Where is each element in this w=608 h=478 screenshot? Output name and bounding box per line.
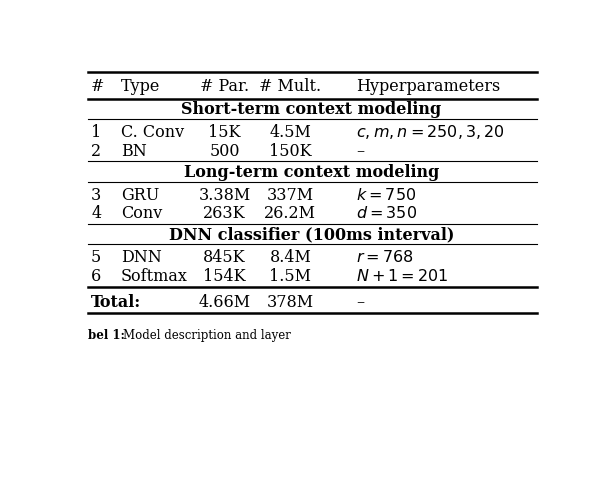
Text: –: –	[356, 293, 364, 311]
Text: Hyperparameters: Hyperparameters	[356, 78, 500, 95]
Text: 1: 1	[91, 124, 102, 141]
Text: Type: Type	[121, 78, 160, 95]
Text: bel 1:: bel 1:	[88, 329, 125, 342]
Text: –: –	[356, 143, 364, 160]
Text: 378M: 378M	[267, 293, 314, 311]
Text: # Mult.: # Mult.	[260, 78, 322, 95]
Text: Softmax: Softmax	[121, 268, 188, 285]
Text: $N + 1 = 201$: $N + 1 = 201$	[356, 268, 449, 285]
Text: Model description and layer: Model description and layer	[123, 329, 291, 342]
Text: $k = 750$: $k = 750$	[356, 186, 416, 204]
Text: 337M: 337M	[267, 186, 314, 204]
Text: 2: 2	[91, 143, 101, 160]
Text: 6: 6	[91, 268, 102, 285]
Text: 3.38M: 3.38M	[198, 186, 250, 204]
Text: 3: 3	[91, 186, 102, 204]
Text: 263K: 263K	[203, 205, 246, 222]
Text: DNN: DNN	[121, 249, 162, 266]
Text: 4.5M: 4.5M	[269, 124, 311, 141]
Text: 4.66M: 4.66M	[198, 293, 250, 311]
Text: DNN classifier (100ms interval): DNN classifier (100ms interval)	[169, 226, 454, 243]
Text: #: #	[91, 78, 105, 95]
Text: BN: BN	[121, 143, 147, 160]
Text: Conv: Conv	[121, 205, 162, 222]
Text: 5: 5	[91, 249, 102, 266]
Text: # Par.: # Par.	[200, 78, 249, 95]
Text: 4: 4	[91, 205, 101, 222]
Text: $d = 350$: $d = 350$	[356, 205, 418, 222]
Text: 1.5M: 1.5M	[269, 268, 311, 285]
Text: 15K: 15K	[208, 124, 241, 141]
Text: C. Conv: C. Conv	[121, 124, 184, 141]
Text: $r = 768$: $r = 768$	[356, 249, 414, 266]
Text: Total:: Total:	[91, 293, 141, 311]
Text: 150K: 150K	[269, 143, 312, 160]
Text: Long-term context modeling: Long-term context modeling	[184, 163, 440, 181]
Text: 26.2M: 26.2M	[264, 205, 316, 222]
Text: 8.4M: 8.4M	[269, 249, 311, 266]
Text: GRU: GRU	[121, 186, 159, 204]
Text: 845K: 845K	[203, 249, 246, 266]
Text: Short-term context modeling: Short-term context modeling	[181, 101, 442, 118]
Text: 500: 500	[209, 143, 240, 160]
Text: 154K: 154K	[203, 268, 246, 285]
Text: $c, m, n = 250, 3, 20$: $c, m, n = 250, 3, 20$	[356, 123, 505, 141]
